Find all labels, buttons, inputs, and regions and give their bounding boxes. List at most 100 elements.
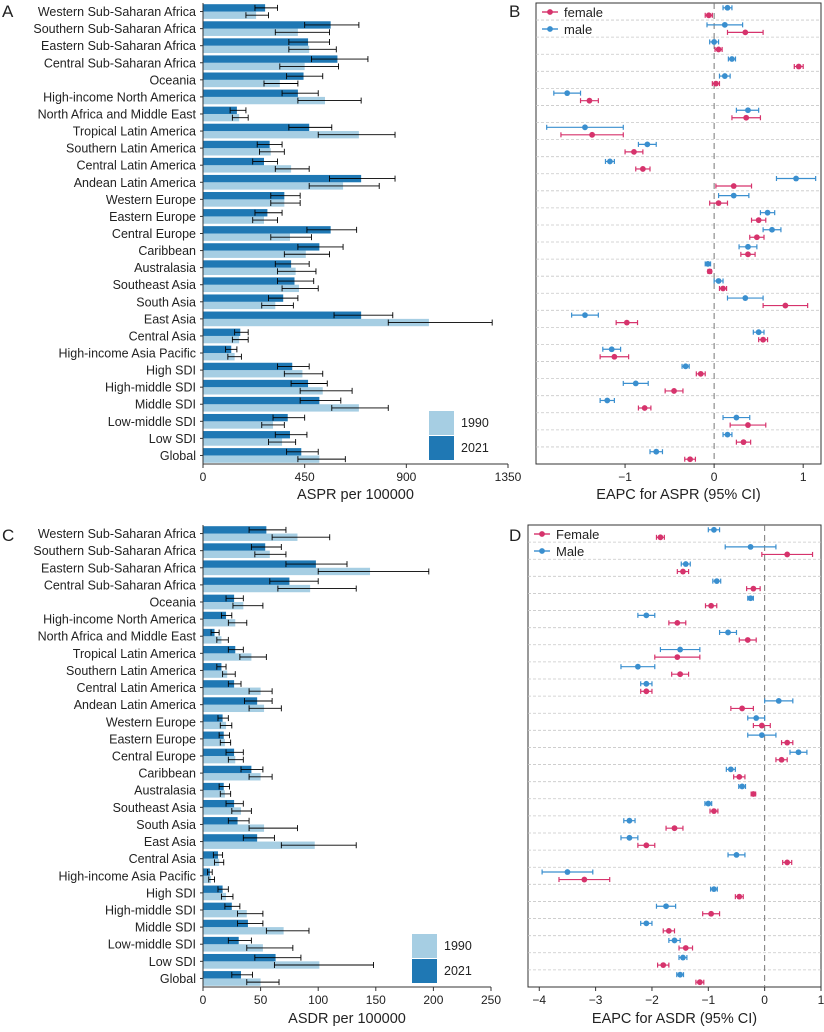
x-tick-label: −1: [701, 993, 715, 1007]
bar-2021: [203, 628, 215, 637]
bar-1990: [203, 738, 225, 747]
legend-label-male: Male: [556, 544, 584, 559]
male-point: [564, 869, 571, 875]
bar-2021: [203, 611, 227, 620]
male-point: [747, 595, 754, 602]
category-label: Oceania: [149, 73, 196, 87]
category-label: Eastern Sub-Saharan Africa: [41, 39, 196, 53]
female-point: [784, 739, 791, 746]
bar-1990: [203, 455, 320, 463]
bar-1990: [203, 721, 227, 730]
female-point: [778, 756, 785, 763]
female-point: [755, 217, 762, 224]
male-point: [742, 295, 749, 301]
bar-1990: [203, 370, 303, 378]
male-point: [626, 817, 633, 824]
bar-1990: [203, 704, 265, 713]
bar-2021: [203, 645, 236, 654]
female-point: [657, 534, 664, 541]
bar-2021: [203, 328, 241, 336]
male-point: [643, 920, 650, 927]
legend-label-female: female: [564, 5, 603, 20]
bar-1990: [203, 892, 227, 901]
legend-swatch-1990: [429, 411, 454, 435]
x-axis-title: ASDR per 100000: [288, 1011, 406, 1027]
male-point: [582, 312, 588, 319]
category-label: Middle SDI: [135, 921, 196, 935]
bar-1990: [203, 233, 290, 241]
plot-frame: [527, 524, 822, 988]
bar-2021: [203, 543, 266, 551]
female-point: [753, 234, 760, 241]
female-point: [677, 671, 684, 678]
bar-1990: [203, 421, 274, 429]
bar-1990: [203, 584, 311, 593]
male-point: [724, 431, 731, 438]
male-point: [634, 663, 641, 670]
bar-2021: [203, 851, 218, 859]
bar-1990: [203, 216, 264, 224]
x-tick-label: −4: [532, 993, 546, 1007]
category-label: Australasia: [134, 784, 196, 798]
bar-1990: [203, 318, 429, 327]
male-point: [733, 852, 740, 858]
male-point: [795, 749, 802, 756]
bar-2021: [203, 577, 290, 585]
bar-1990: [203, 961, 320, 969]
male-point: [582, 124, 588, 131]
legend-point-female: [539, 531, 545, 537]
panel-a: A Western Sub-Saharan Africa Southern Sub-…: [2, 2, 522, 503]
bar-2021: [203, 396, 320, 405]
female-point: [708, 910, 715, 917]
category-label: Southeast Asia: [113, 801, 196, 815]
male-point: [747, 544, 754, 550]
legend-swatch-1990: [412, 934, 437, 958]
bar-1990: [203, 790, 225, 798]
bar-2021: [203, 209, 268, 217]
legend-label-1990: 1990: [461, 416, 489, 430]
category-label: Tropical Latin America: [73, 647, 196, 661]
category-label: High-income Asia Pacific: [58, 869, 196, 883]
x-axis-title: ASPR per 100000: [297, 487, 414, 503]
bar-2021: [203, 413, 288, 422]
bar-1990: [203, 113, 240, 122]
legend-swatch-2021: [429, 436, 454, 460]
bar-1990: [203, 824, 265, 832]
male-point: [711, 39, 718, 45]
male-point: [724, 4, 731, 11]
category-label: Low-middle SDI: [108, 938, 196, 952]
male-point: [769, 226, 775, 233]
female-point: [687, 456, 693, 463]
x-tick-label: 1350: [495, 470, 522, 484]
category-label: Eastern Europe: [109, 210, 196, 224]
bar-1990: [203, 944, 263, 952]
category-label: Andean Latin America: [74, 176, 196, 190]
legend-point-male: [539, 548, 545, 554]
category-label: Low-middle SDI: [108, 415, 196, 429]
male-point: [730, 192, 737, 199]
male-point: [632, 380, 639, 387]
legend-point-female: [547, 9, 553, 15]
category-label: Central Asia: [129, 852, 196, 866]
bar-2021: [203, 4, 266, 12]
bar-2021: [203, 140, 270, 149]
category-label: Central Sub-Saharan Africa: [44, 56, 196, 70]
male-point: [663, 903, 669, 910]
bar-2021: [203, 799, 235, 808]
bar-1990: [203, 978, 261, 986]
bar-2021: [203, 123, 310, 132]
bar-1990: [203, 267, 296, 275]
female-point: [744, 637, 751, 643]
male-point: [607, 158, 613, 165]
female-point: [760, 336, 767, 343]
x-tick-label: 150: [366, 993, 386, 1007]
bar-1990: [203, 756, 236, 764]
female-point: [750, 791, 757, 797]
bar-1990: [203, 165, 292, 173]
female-point: [750, 585, 757, 592]
category-label: Western Sub-Saharan Africa: [38, 527, 196, 541]
male-point: [711, 526, 717, 533]
male-point: [705, 800, 712, 807]
